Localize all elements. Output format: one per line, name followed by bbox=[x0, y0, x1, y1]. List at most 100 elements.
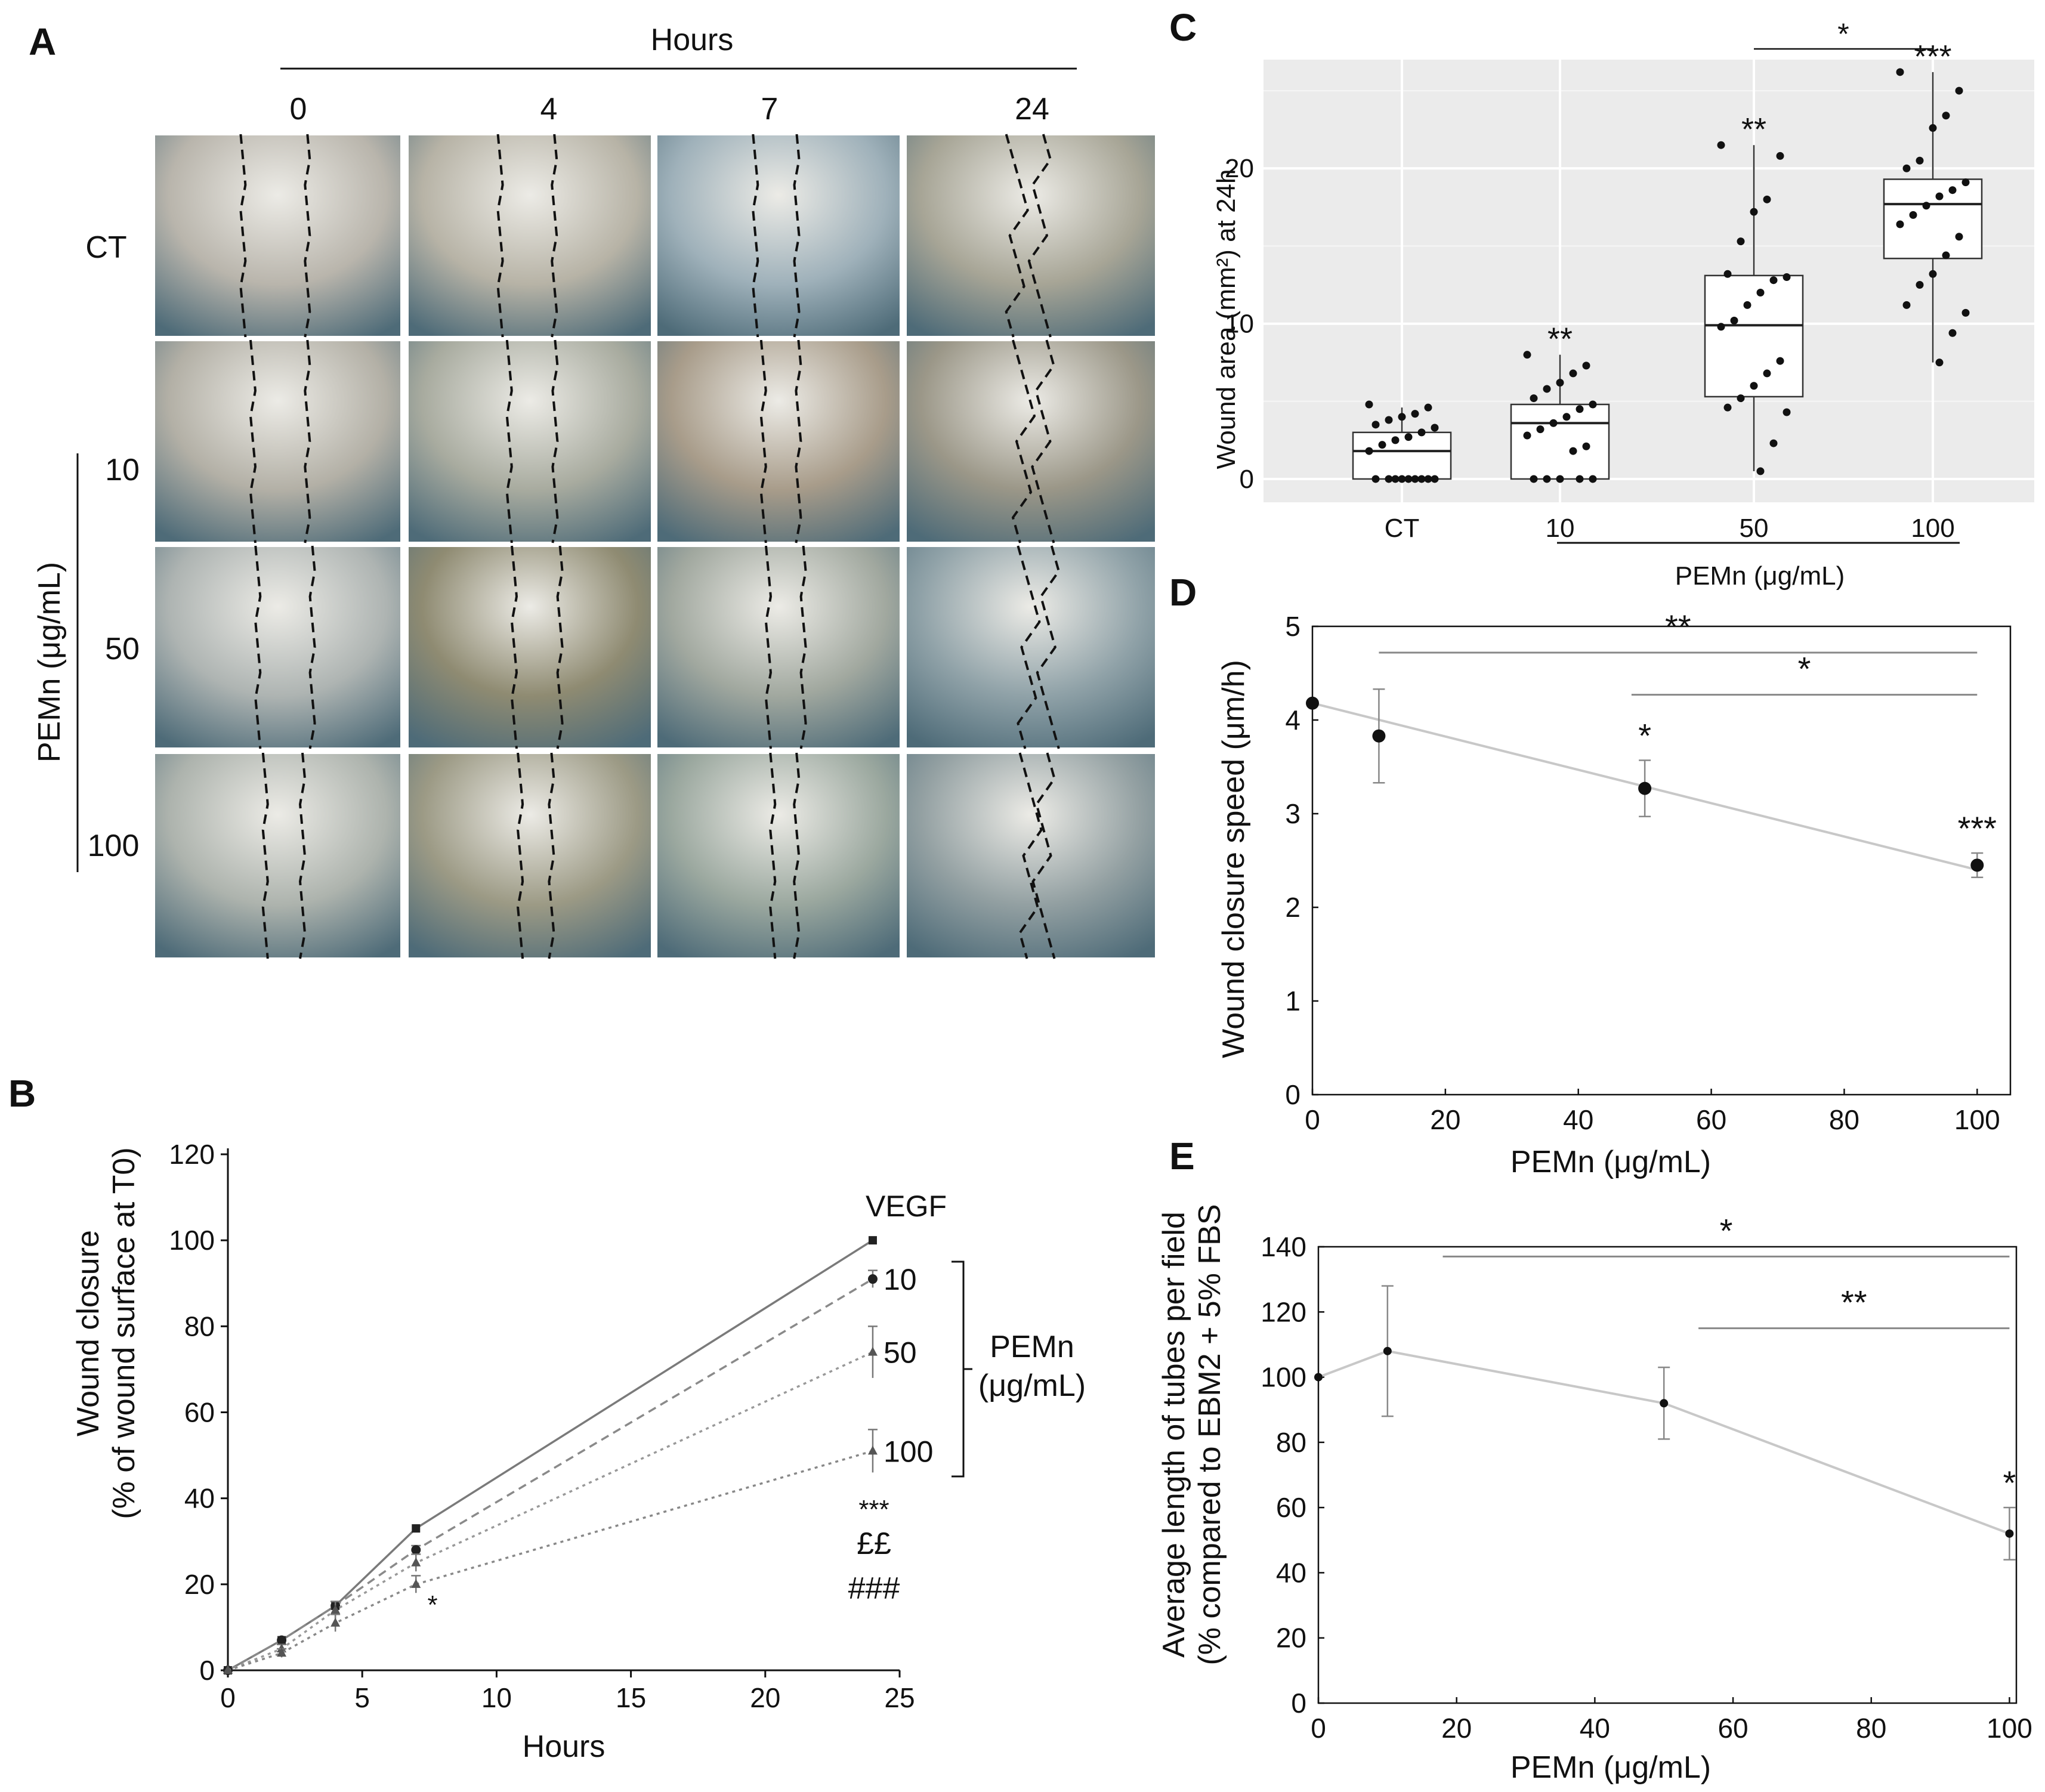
b-x-tick-label: 10 bbox=[481, 1682, 512, 1713]
c-data-point bbox=[1576, 405, 1584, 413]
e-data-point bbox=[1383, 1346, 1392, 1355]
d-y-tick-label: 2 bbox=[1285, 892, 1300, 923]
pemn-bracket bbox=[952, 1260, 965, 1478]
c-data-point bbox=[1589, 400, 1597, 409]
c-data-point bbox=[1576, 475, 1584, 483]
c-data-point bbox=[1411, 475, 1419, 483]
c-data-point bbox=[1955, 86, 1963, 95]
c-data-point bbox=[1536, 425, 1544, 434]
wound-edge-line bbox=[799, 545, 807, 749]
c-data-point bbox=[1424, 403, 1432, 412]
b-x-tick-label: 25 bbox=[884, 1682, 915, 1713]
b-annot-pounds: ££ bbox=[857, 1527, 891, 1561]
e-frame bbox=[1317, 1246, 2018, 1704]
c-data-point bbox=[1737, 394, 1745, 403]
wound-edge-line bbox=[764, 545, 773, 749]
b-series-line-VEGF bbox=[227, 1239, 873, 1671]
c-data-point bbox=[1948, 329, 1957, 337]
row-label-10: 10 bbox=[105, 453, 140, 487]
c-data-point bbox=[1942, 112, 1950, 120]
wound-edge-line bbox=[1011, 339, 1036, 543]
c-data-point bbox=[1769, 276, 1778, 285]
b-marker bbox=[330, 1617, 341, 1627]
time-label-7: 7 bbox=[761, 92, 779, 126]
wound-edge-line bbox=[308, 545, 316, 749]
c-data-point bbox=[1916, 156, 1924, 165]
wound-edge-line bbox=[1031, 339, 1055, 543]
e-xlabel: PEMn (μg/mL) bbox=[1510, 1750, 1711, 1785]
wound-edge-line bbox=[1027, 134, 1052, 338]
c-data-point bbox=[1756, 467, 1765, 475]
b-pemn-label: PEMn bbox=[990, 1330, 1074, 1364]
c-data-point bbox=[1365, 400, 1373, 409]
c-data-point bbox=[1391, 436, 1400, 444]
c-data-point bbox=[1582, 442, 1590, 450]
c-data-point bbox=[1530, 394, 1538, 403]
d-xlabel: PEMn (μg/mL) bbox=[1510, 1145, 1711, 1179]
d-y-tick-label: 1 bbox=[1285, 985, 1300, 1017]
wound-edge-line bbox=[304, 339, 311, 543]
wound-edge-line bbox=[1018, 752, 1043, 959]
c-data-point bbox=[1530, 475, 1538, 483]
b-x-tick-label: 0 bbox=[220, 1682, 236, 1713]
e-point-significance: * bbox=[2003, 1464, 2016, 1501]
e-bracket-label: ** bbox=[1841, 1284, 1867, 1321]
wound-closure-chart: 0 20 40 60 80 100 120 0 5 10 15 20 25 VEGF 10 50 100 bbox=[169, 1139, 947, 1713]
micrograph-tile bbox=[655, 752, 902, 960]
d-x-tick-label: 80 bbox=[1829, 1104, 1859, 1135]
b-series-line-100 bbox=[227, 1450, 873, 1671]
wound-edge-line bbox=[556, 545, 564, 749]
c-significance: ** bbox=[1741, 112, 1766, 147]
c-plot-background bbox=[1264, 60, 2034, 502]
c-data-point bbox=[1398, 475, 1406, 483]
wound-edge-line bbox=[795, 339, 802, 543]
wound-edge-line bbox=[517, 752, 524, 959]
d-frame bbox=[1311, 625, 2012, 1096]
c-data-point bbox=[1783, 273, 1791, 281]
wound-edge-line bbox=[298, 752, 307, 959]
c-data-point bbox=[1385, 475, 1393, 483]
micrograph-tile bbox=[153, 339, 403, 544]
c-data-point bbox=[1417, 428, 1426, 437]
c-data-point bbox=[1582, 362, 1590, 370]
c-ylabel: Wound area (mm²) at 24h bbox=[1212, 169, 1241, 469]
wound-edge-line bbox=[254, 545, 262, 749]
b-marker bbox=[411, 1557, 421, 1567]
e-series-line bbox=[1318, 1349, 2010, 1535]
c-data-point bbox=[1589, 475, 1597, 483]
c-data-point bbox=[1737, 237, 1745, 246]
micrograph-tile bbox=[406, 133, 653, 338]
b-marker bbox=[330, 1605, 341, 1614]
b-marker bbox=[867, 1346, 878, 1356]
micrograph-tile bbox=[406, 545, 653, 750]
panel-a: A Hours 0 4 7 24 CT 10 50 100 PEMn (μg/m… bbox=[29, 20, 1157, 960]
b-marker bbox=[868, 1236, 877, 1245]
d-x-tick-label: 0 bbox=[1305, 1104, 1320, 1135]
pemn-group-label: PEMn (μg/mL) bbox=[32, 562, 67, 762]
b-marker bbox=[412, 1524, 421, 1533]
e-data-point bbox=[1314, 1373, 1323, 1382]
c-data-point bbox=[1902, 164, 1911, 172]
c-data-point bbox=[1556, 475, 1564, 483]
panel-c-letter: C bbox=[1169, 6, 1197, 49]
micrograph-tile bbox=[904, 339, 1157, 544]
wound-edge-line bbox=[239, 134, 247, 338]
wound-edge-line bbox=[249, 339, 257, 543]
c-data-point bbox=[1922, 202, 1930, 210]
c-data-point bbox=[1929, 124, 1937, 132]
panel-a-letter: A bbox=[29, 20, 56, 63]
b-annot-stars: *** bbox=[858, 1495, 889, 1524]
c-data-point bbox=[1371, 421, 1380, 429]
c-data-point bbox=[1763, 369, 1771, 378]
c-data-point bbox=[1404, 475, 1413, 483]
time-label-4: 4 bbox=[540, 92, 558, 126]
d-point-significance: *** bbox=[1958, 810, 1997, 847]
b-series-line-10 bbox=[227, 1278, 873, 1671]
c-y-tick-label: 10 bbox=[1225, 310, 1254, 339]
micrograph-tile bbox=[904, 752, 1157, 960]
b-y-tick-label: 20 bbox=[184, 1569, 215, 1600]
wound-edge-line bbox=[496, 134, 504, 338]
c-data-point bbox=[1404, 433, 1413, 441]
